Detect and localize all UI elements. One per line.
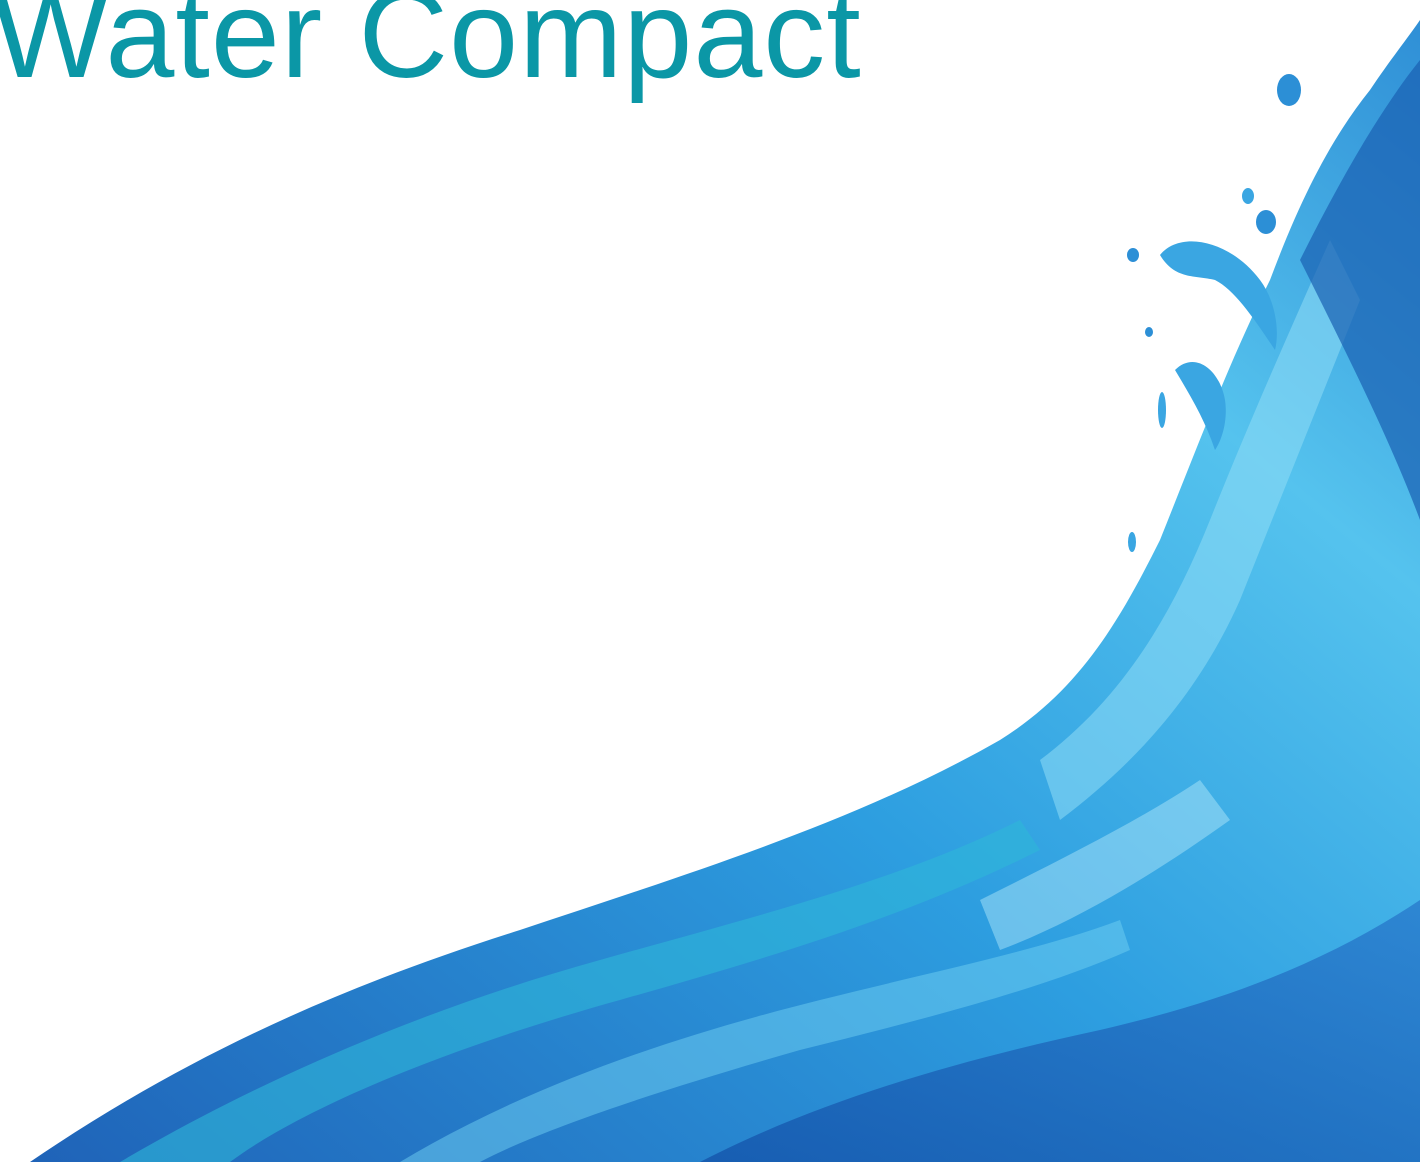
droplet (1242, 188, 1254, 204)
droplet (1158, 392, 1166, 428)
droplet (1145, 327, 1153, 337)
splash (1160, 241, 1277, 350)
wave-shadow (700, 900, 1420, 1162)
droplet (1256, 210, 1276, 234)
droplet (1127, 248, 1139, 262)
wave-stripe (400, 920, 1130, 1162)
title: Water Compact (0, 0, 862, 104)
wave-body (30, 20, 1420, 1162)
wave-shadow (1300, 60, 1420, 520)
wave-highlight (1040, 240, 1360, 820)
droplet (1128, 532, 1136, 552)
splash (1175, 361, 1226, 450)
wave-stripe (120, 820, 1040, 1162)
wave-highlight (980, 780, 1230, 950)
droplet (1277, 74, 1301, 106)
